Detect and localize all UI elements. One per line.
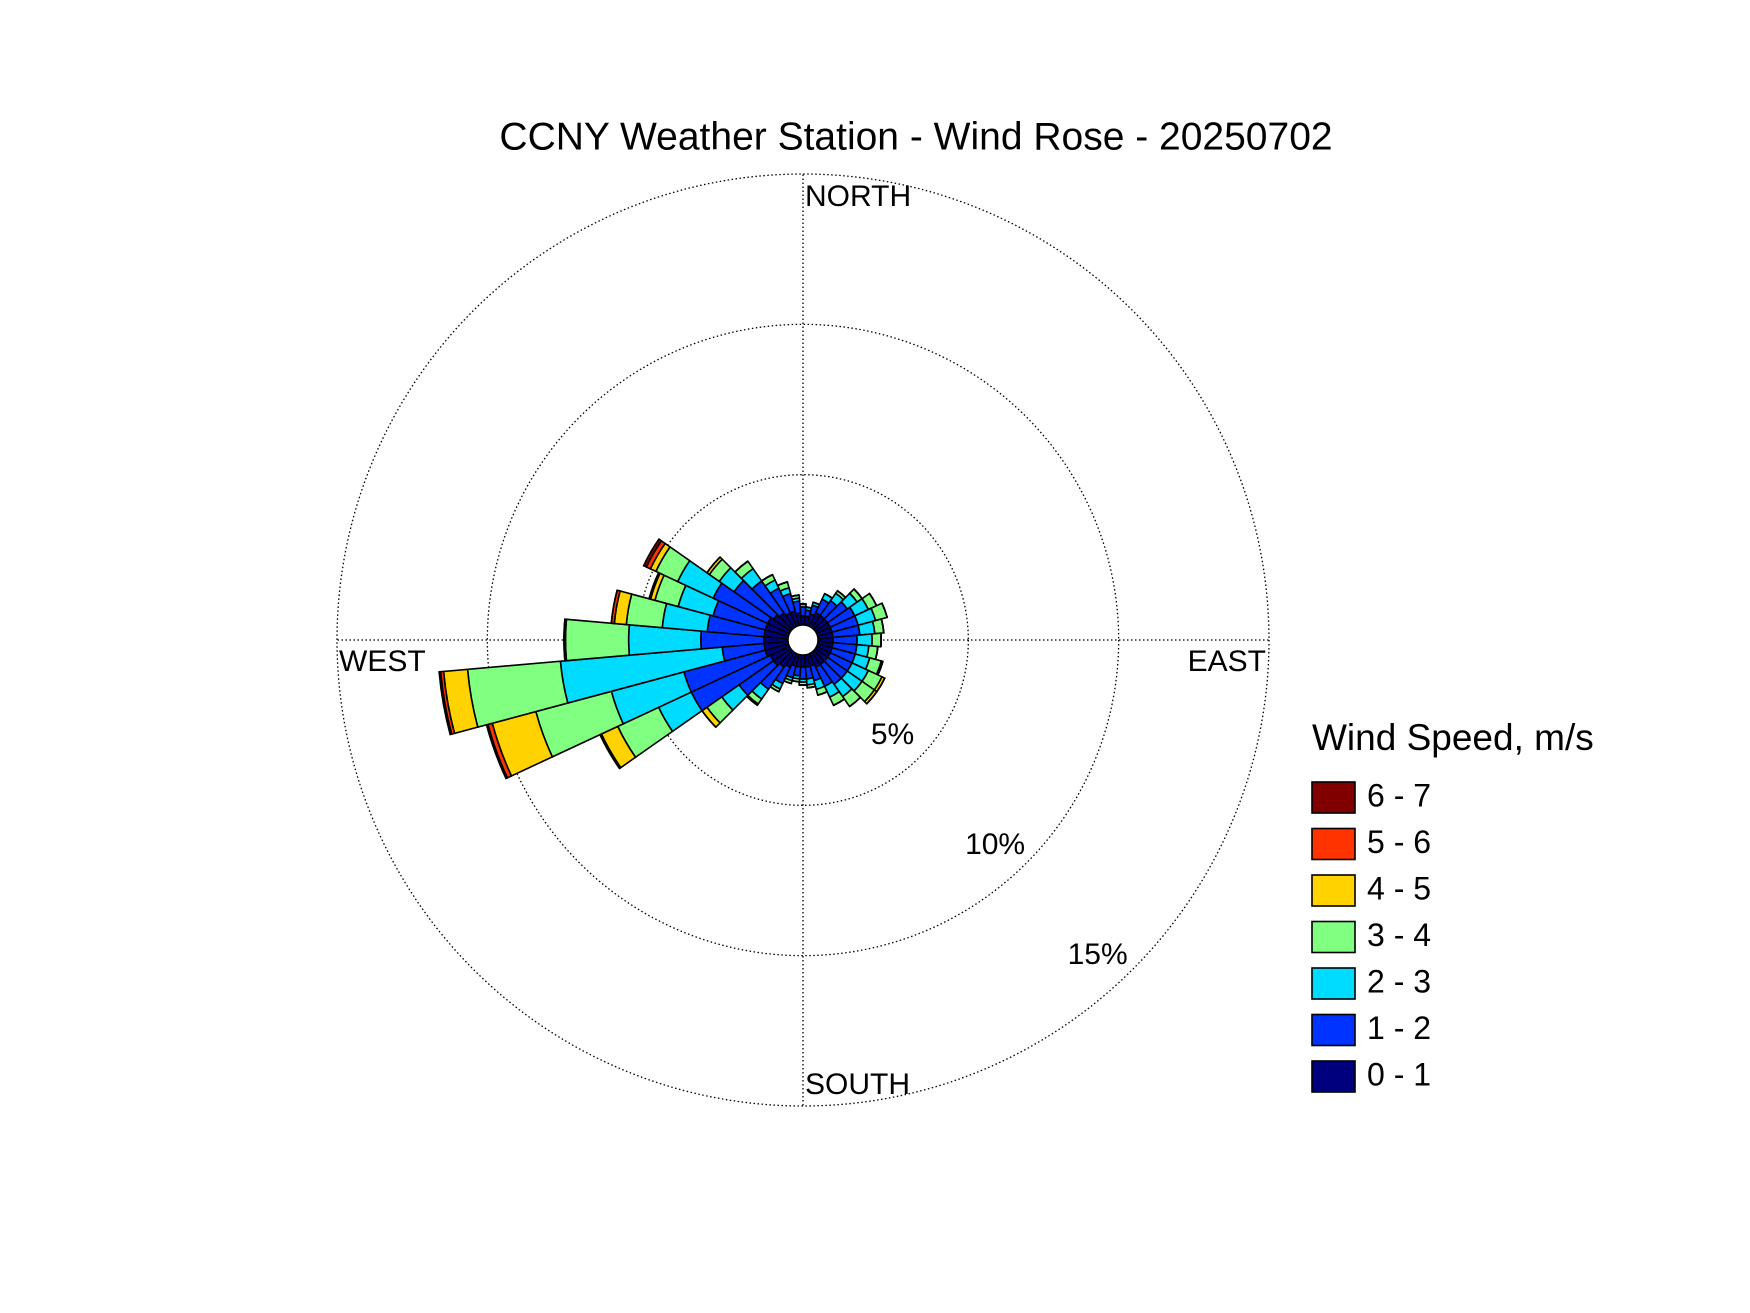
wedge [805, 606, 812, 609]
legend-swatch [1311, 1060, 1356, 1093]
legend-label: 3 - 4 [1367, 917, 1431, 953]
direction-label: EAST [1188, 645, 1266, 678]
wedge [706, 556, 721, 574]
direction-label: NORTH [805, 180, 911, 213]
r-tick-label: 10% [965, 828, 1025, 861]
wedge [564, 618, 631, 662]
legend-label: 6 - 7 [1367, 777, 1431, 813]
wedge [849, 696, 861, 708]
grid-ring [336, 173, 1270, 1107]
legend-label: 0 - 1 [1367, 1056, 1431, 1092]
grid-ring [486, 323, 1120, 957]
wedge [791, 594, 800, 598]
wedge [807, 685, 816, 689]
legend-label: 1 - 2 [1367, 1010, 1431, 1046]
r-tick-label: 5% [871, 718, 914, 751]
wedge [438, 670, 453, 736]
legend-label: 5 - 6 [1367, 824, 1431, 860]
r-tick-label: 15% [1068, 938, 1128, 971]
labels: 5% 10% 15% NORTH EAST SOUTH WEST [339, 180, 1266, 1101]
chart-title: CCNY Weather Station - Wind Rose - 20250… [499, 115, 1332, 158]
legend-label: 2 - 3 [1367, 963, 1431, 999]
legend: 0 - 1 1 - 2 2 - 3 3 - 4 4 - 5 5 - 6 6 - 7 [1311, 777, 1431, 1093]
legend-label: 4 - 5 [1367, 870, 1431, 906]
legend-swatch [1311, 1013, 1356, 1047]
wedge [870, 632, 882, 648]
legend-swatch [1311, 874, 1356, 907]
legend-title: Wind Speed, m/s [1312, 717, 1594, 758]
wedge [817, 691, 828, 696]
wedge [734, 560, 749, 573]
wedge [881, 602, 888, 618]
legend-swatch [1311, 920, 1356, 954]
legend-swatch [1311, 781, 1356, 814]
wedge [563, 619, 566, 661]
center-hole [787, 624, 819, 656]
legend-swatch [1311, 967, 1356, 1000]
wedge [610, 589, 618, 624]
wedges [438, 538, 889, 780]
wedge [642, 538, 663, 569]
wedge [866, 691, 878, 705]
direction-label: WEST [339, 645, 426, 678]
legend-swatch [1311, 827, 1356, 861]
direction-label: SOUTH [805, 1068, 910, 1101]
